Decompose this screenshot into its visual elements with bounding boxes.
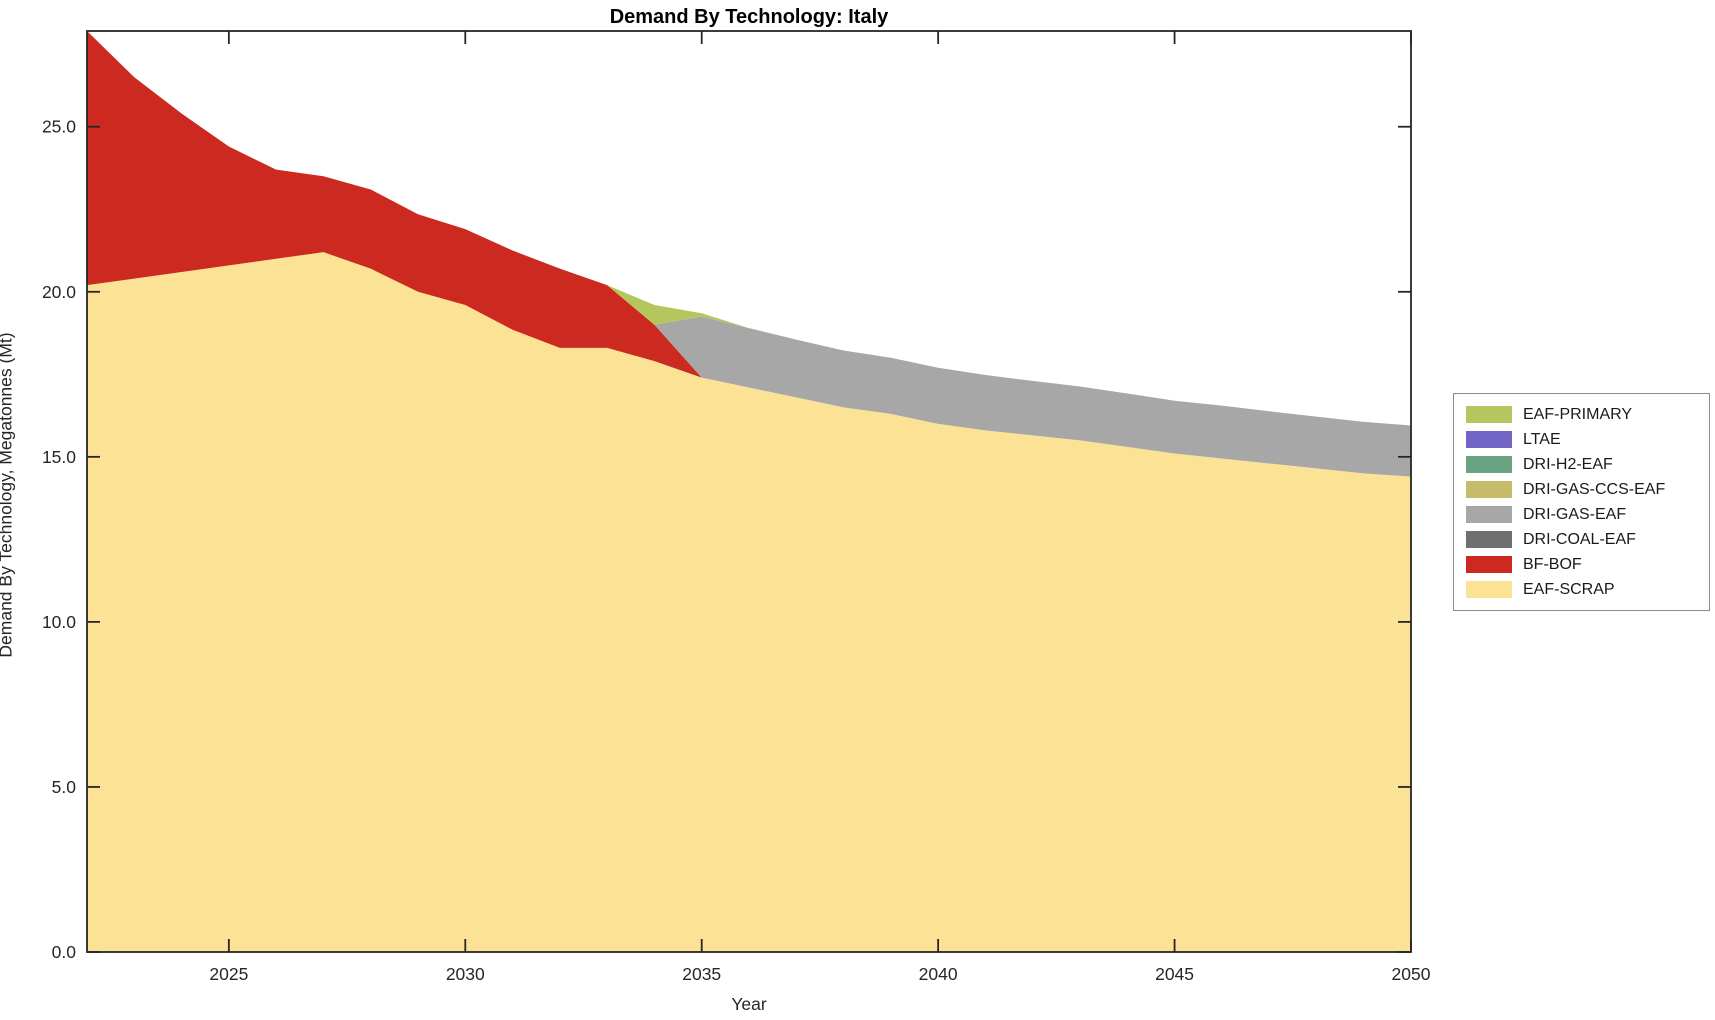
x-tick-label: 2045	[1155, 964, 1194, 984]
legend-item-eaf-primary: EAF-PRIMARY	[1466, 402, 1709, 427]
x-axis-label: Year	[731, 994, 767, 1014]
legend-swatch-dri-coal-eaf	[1466, 531, 1512, 548]
legend-swatch-ltae	[1466, 431, 1512, 448]
plot-frame	[86, 30, 1412, 953]
x-tick-label: 2035	[682, 964, 721, 984]
legend-label: DRI-COAL-EAF	[1523, 530, 1636, 548]
legend-item-dri-gas-ccs-eaf: DRI-GAS-CCS-EAF	[1466, 477, 1709, 502]
y-tick-label: 20.0	[42, 282, 76, 302]
y-axis-label: Demand By Technology, Megatonnes (Mt)	[0, 332, 16, 658]
y-tick-label: 5.0	[52, 777, 77, 797]
y-tick-label: 25.0	[42, 117, 76, 137]
area-eaf-scrap	[87, 252, 1411, 952]
legend-swatch-dri-h2-eaf	[1466, 456, 1512, 473]
x-tick-label: 2050	[1392, 964, 1431, 984]
area-bf-bof	[87, 31, 1411, 477]
legend-label: EAF-SCRAP	[1523, 580, 1615, 598]
x-tick-label: 2025	[209, 964, 248, 984]
legend-item-ltae: LTAE	[1466, 427, 1709, 452]
legend-swatch-eaf-scrap	[1466, 581, 1512, 598]
legend-swatch-dri-gas-ccs-eaf	[1466, 481, 1512, 498]
legend-label: BF-BOF	[1523, 555, 1582, 573]
legend-item-dri-coal-eaf: DRI-COAL-EAF	[1466, 527, 1709, 552]
legend-item-eaf-scrap: EAF-SCRAP	[1466, 577, 1709, 602]
legend-item-dri-gas-eaf: DRI-GAS-EAF	[1466, 502, 1709, 527]
area-dri-gas-eaf	[87, 31, 1411, 477]
x-tick-label: 2040	[919, 964, 958, 984]
legend-swatch-dri-gas-eaf	[1466, 506, 1512, 523]
legend-label: DRI-GAS-CCS-EAF	[1523, 480, 1666, 498]
y-tick-label: 0.0	[52, 942, 77, 962]
legend-swatch-bf-bof	[1466, 556, 1512, 573]
chart-title: Demand By Technology: Italy	[609, 6, 889, 28]
y-tick-label: 10.0	[42, 612, 76, 632]
legend-swatch-eaf-primary	[1466, 406, 1512, 423]
legend-item-dri-h2-eaf: DRI-H2-EAF	[1466, 452, 1709, 477]
legend: EAF-PRIMARY LTAE DRI-H2-EAF DRI-GAS-CCS-EAF…	[1453, 393, 1710, 611]
y-tick-label: 15.0	[42, 447, 76, 467]
legend-label: DRI-H2-EAF	[1523, 455, 1613, 473]
x-tick-label: 2030	[446, 964, 485, 984]
legend-label: DRI-GAS-EAF	[1523, 505, 1627, 523]
legend-label: EAF-PRIMARY	[1523, 405, 1633, 423]
legend-item-bf-bof: BF-BOF	[1466, 552, 1709, 577]
legend-label: LTAE	[1523, 430, 1561, 448]
